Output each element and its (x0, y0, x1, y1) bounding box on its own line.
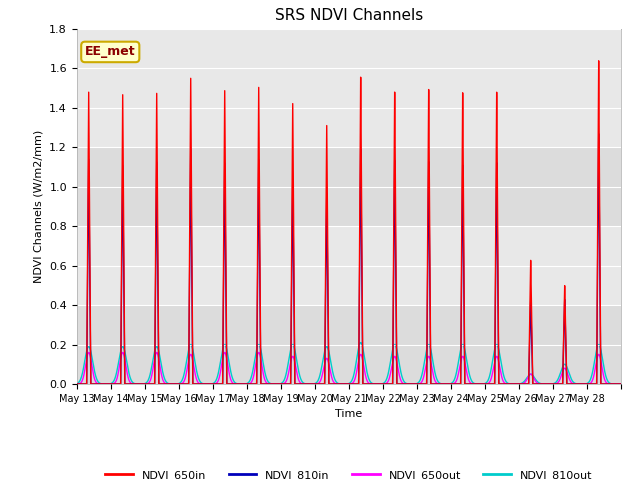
Bar (77, 305, 621, 384)
X-axis label: Time: Time (335, 409, 362, 419)
Bar (77, 68, 621, 147)
Legend: NDVI_650in, NDVI_810in, NDVI_650out, NDVI_810out: NDVI_650in, NDVI_810in, NDVI_650out, NDV… (101, 465, 596, 480)
Text: EE_met: EE_met (85, 46, 136, 59)
Bar (77, 147, 621, 226)
Title: SRS NDVI Channels: SRS NDVI Channels (275, 9, 423, 24)
Bar (77, 226, 621, 305)
Y-axis label: NDVI Channels (W/m2/mm): NDVI Channels (W/m2/mm) (34, 130, 44, 283)
